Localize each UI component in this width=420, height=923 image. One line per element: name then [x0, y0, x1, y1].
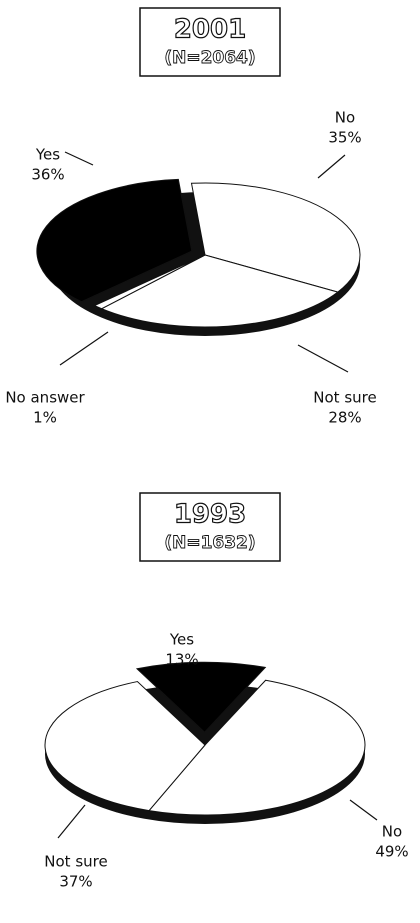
leader-line [297, 344, 349, 373]
chart-title: 2001 [174, 15, 246, 45]
slice-value-label: 35% [328, 129, 361, 147]
slice-label: No [335, 109, 355, 127]
chart-subtitle: (N=1632) [164, 533, 255, 553]
pie-slice [36, 178, 193, 303]
pie-slice [100, 254, 339, 328]
title-box [139, 7, 281, 77]
slice-label: Not sure [44, 853, 107, 871]
slice-value-label: 28% [328, 409, 361, 427]
leader-line [64, 151, 94, 166]
slice-value-label: 1% [33, 409, 57, 427]
leader-line [317, 154, 346, 179]
slice-value-label: 36% [31, 166, 64, 184]
pie-slice [44, 681, 206, 812]
slice-label: Not sure [313, 389, 376, 407]
slice-value-label: 37% [59, 873, 92, 891]
leader-line [57, 804, 86, 839]
slice-label: Yes [169, 631, 194, 649]
slice-label: No [382, 823, 402, 841]
leader-line [349, 799, 378, 821]
pie-slice [148, 679, 366, 816]
slice-value-label: 13% [165, 651, 198, 669]
pie-slice [190, 182, 361, 293]
chart-title: 1993 [174, 500, 246, 530]
leader-line [59, 331, 109, 366]
pie-slice [93, 254, 206, 310]
pie-slice [135, 661, 267, 733]
slice-value-label: 49% [375, 843, 408, 861]
slice-label: Yes [35, 146, 60, 164]
title-box [139, 492, 281, 562]
slice-label: No answer [5, 389, 85, 407]
chart-subtitle: (N=2064) [164, 48, 255, 68]
